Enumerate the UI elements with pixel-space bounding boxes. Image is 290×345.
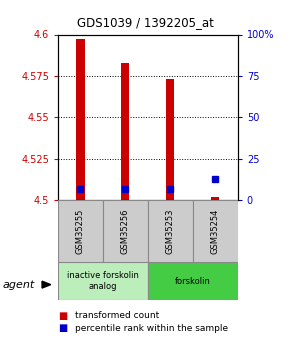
Text: ■: ■	[58, 324, 67, 333]
Bar	[193, 200, 238, 262]
Bar	[211, 197, 219, 200]
Bar	[103, 200, 148, 262]
Text: GSM35255: GSM35255	[76, 208, 85, 254]
Text: ■: ■	[58, 311, 67, 321]
Bar	[148, 262, 238, 300]
Text: percentile rank within the sample: percentile rank within the sample	[75, 324, 229, 333]
Text: GDS1039 / 1392205_at: GDS1039 / 1392205_at	[77, 16, 213, 29]
Text: GSM35256: GSM35256	[121, 208, 130, 254]
Polygon shape	[42, 281, 51, 288]
Bar	[148, 200, 193, 262]
Bar	[122, 63, 129, 200]
Text: GSM35254: GSM35254	[211, 208, 220, 254]
Text: inactive forskolin
analog: inactive forskolin analog	[67, 272, 139, 291]
Text: agent: agent	[3, 280, 35, 289]
Text: forskolin: forskolin	[175, 277, 211, 286]
Text: transformed count: transformed count	[75, 311, 160, 320]
Text: GSM35253: GSM35253	[166, 208, 175, 254]
Bar	[166, 79, 174, 200]
Bar	[58, 200, 103, 262]
Bar	[58, 262, 148, 300]
Bar	[77, 39, 84, 200]
